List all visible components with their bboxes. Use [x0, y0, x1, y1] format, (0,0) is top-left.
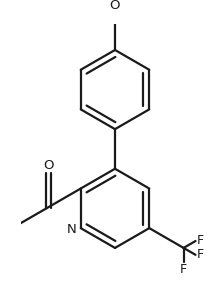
Text: F: F: [197, 248, 204, 261]
Text: F: F: [180, 263, 187, 276]
Text: F: F: [197, 234, 204, 247]
Text: N: N: [67, 224, 77, 236]
Text: O: O: [44, 159, 54, 171]
Text: O: O: [110, 0, 120, 12]
